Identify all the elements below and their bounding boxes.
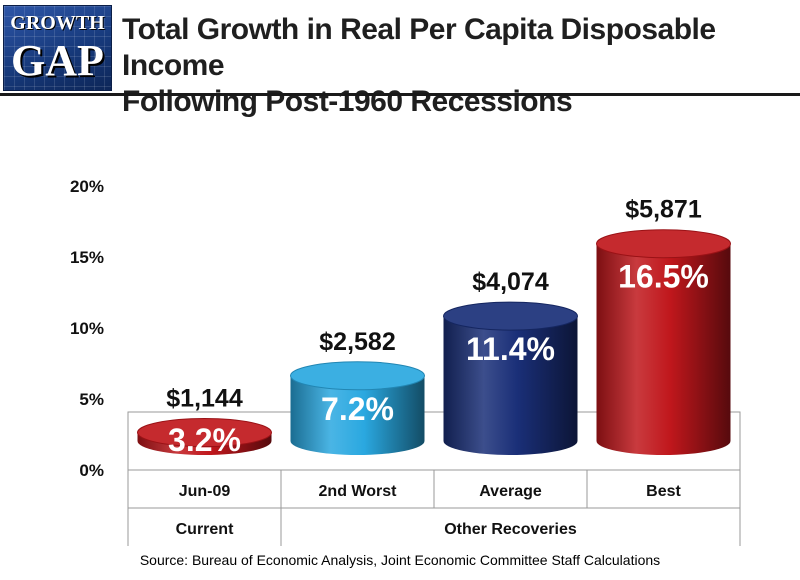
dollar-label: $1,144 [166,385,243,413]
bar-body [596,243,731,455]
logo-text-bottom: GAP [11,36,104,85]
y-tick-label: 10% [70,319,104,338]
data-label: 3.2% [168,422,241,458]
data-label: 11.4% [466,331,555,367]
bar-top [137,418,272,448]
bar-body [290,375,425,455]
bar-top [290,361,425,391]
chart-title: Total Growth in Real Per Capita Disposab… [122,12,792,120]
x-tick-label: Best [646,483,681,500]
bar: 3.2% $1,144 [137,385,272,458]
y-tick-label: 20% [70,177,104,196]
chart-title-line1: Total Growth in Real Per Capita Disposab… [122,13,716,82]
header: GROWTH GAP Total Growth in Real Per Capi… [0,0,800,118]
header-divider [0,93,800,96]
chart-title-line2: Following Post-1960 Recessions [122,85,573,118]
dollar-label: $5,871 [625,196,702,224]
bar: 16.5% $5,871 [596,196,731,455]
x-tick-label: Average [479,483,542,500]
dollar-label: $2,582 [319,328,395,356]
group-label: Current [176,521,234,538]
bar: 11.4% $4,074 [443,268,578,455]
data-label: 16.5% [618,259,709,295]
bar-top [596,229,731,259]
bar: 7.2% $2,582 [290,328,425,455]
x-tick-label: Jun-09 [179,483,231,500]
bar-body [443,316,578,455]
y-tick-label: 5% [79,390,104,409]
y-tick-label: 15% [70,248,104,267]
chart-bars: 3.2% $1,144 7.2% $2,582 11.4% $4,074 16.5% $5,8… [137,196,731,458]
logo-grid-pattern [4,6,111,90]
chart-axes: 0% 5% 10% 15% 20% Jun-09 2nd Worst Average Best C… [70,177,741,546]
dollar-label: $4,074 [472,268,549,296]
x-tick-label: 2nd Worst [319,483,398,500]
bar-top [443,301,578,331]
source-note: Source: Bureau of Economic Analysis, Joi… [139,552,661,568]
logo-text-top: GROWTH [10,12,105,34]
group-label: Other Recoveries [444,521,577,538]
growth-gap-logo: GROWTH GAP [3,5,112,91]
data-label: 7.2% [321,391,394,427]
y-tick-label: 0% [79,461,104,480]
